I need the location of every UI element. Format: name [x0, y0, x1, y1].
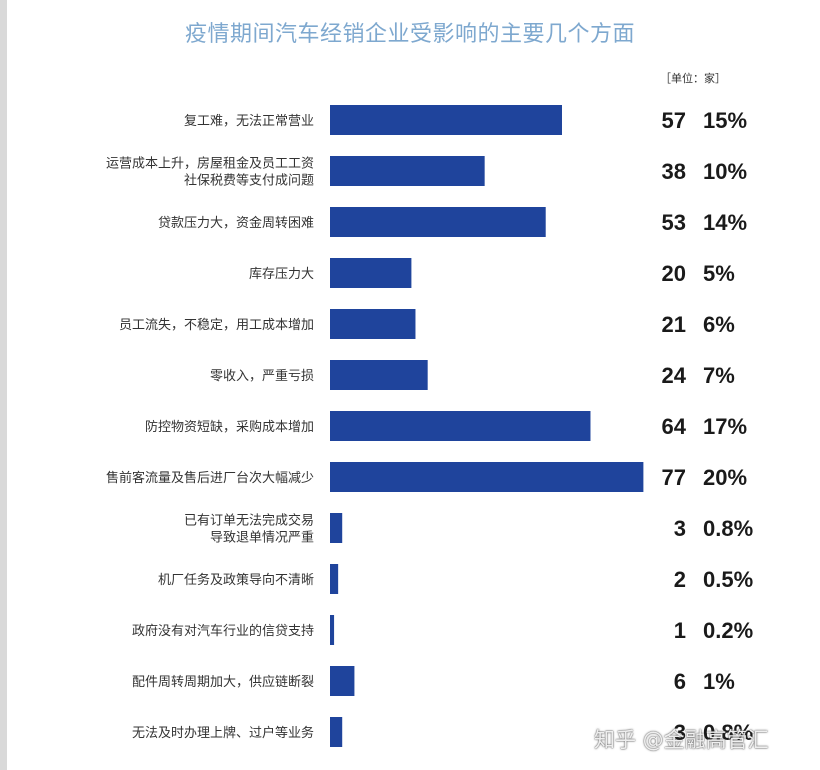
percent-label: 0.8% [703, 720, 753, 745]
category-label: 贷款压力大，资金周转困难 [158, 215, 314, 231]
count-label: 24 [662, 363, 687, 388]
bar [330, 615, 335, 645]
bar [330, 462, 644, 492]
percent-label: 6% [703, 312, 735, 337]
count-label: 77 [662, 465, 686, 490]
percent-label: 0.2% [703, 618, 753, 643]
count-label: 6 [674, 669, 686, 694]
count-label: 3 [674, 720, 686, 745]
count-label: 38 [662, 159, 686, 184]
count-label: 1 [674, 618, 686, 643]
percent-label: 15% [703, 108, 747, 133]
bar [330, 411, 591, 441]
category-label: 运营成本上升，房屋租金及员工工资 [106, 156, 314, 172]
percent-label: 20% [703, 465, 747, 490]
category-label: 导致退单情况严重 [210, 530, 314, 546]
percent-label: 1% [703, 669, 735, 694]
chart-title: 疫情期间汽车经销企业受影响的主要几个方面 [184, 22, 635, 47]
category-label: 售前客流量及售后进厂台次大幅减少 [106, 470, 314, 486]
count-label: 20 [662, 261, 686, 286]
percent-label: 10% [703, 159, 747, 184]
percent-label: 5% [703, 261, 735, 286]
category-label: 已有订单无法完成交易 [184, 513, 314, 529]
bar [330, 258, 412, 288]
count-label: 64 [662, 414, 687, 439]
left-border [0, 0, 7, 770]
count-label: 3 [674, 516, 686, 541]
count-label: 53 [662, 210, 686, 235]
bar [330, 156, 485, 186]
category-label: 社保税费等支付成问题 [184, 173, 314, 189]
watermark: 知乎 @金融高管汇 [594, 728, 769, 752]
bar [330, 207, 546, 237]
category-label: 政府没有对汽车行业的信贷支持 [132, 623, 314, 639]
category-label: 无法及时办理上牌、过户等业务 [132, 725, 314, 741]
count-label: 2 [674, 567, 686, 592]
category-label: 复工难，无法正常营业 [184, 114, 314, 129]
percent-label: 0.5% [703, 567, 753, 592]
category-label: 机厂任务及政策导向不清晰 [158, 572, 314, 588]
bar [330, 564, 339, 594]
count-label: 57 [662, 108, 686, 133]
bar [330, 666, 355, 696]
category-label: 防控物资短缺，采购成本增加 [145, 419, 314, 435]
category-label: 员工流失，不稳定，用工成本增加 [119, 317, 314, 333]
bar [330, 717, 343, 747]
bar [330, 105, 562, 135]
category-label: 配件周转周期加大，供应链断裂 [132, 674, 314, 690]
bar [330, 513, 343, 543]
count-label: 21 [662, 312, 686, 337]
bar [330, 309, 416, 339]
bar [330, 360, 428, 390]
category-label: 库存压力大 [249, 266, 314, 282]
category-label: 零收入，严重亏损 [210, 368, 314, 384]
percent-label: 17% [703, 414, 747, 439]
unit-note: ［单位：家］ [660, 72, 726, 85]
percent-label: 7% [703, 363, 735, 388]
percent-label: 0.8% [703, 516, 753, 541]
percent-label: 14% [703, 210, 747, 235]
